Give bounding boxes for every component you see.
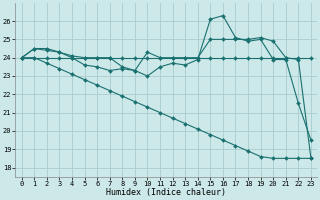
X-axis label: Humidex (Indice chaleur): Humidex (Indice chaleur) bbox=[106, 188, 226, 197]
